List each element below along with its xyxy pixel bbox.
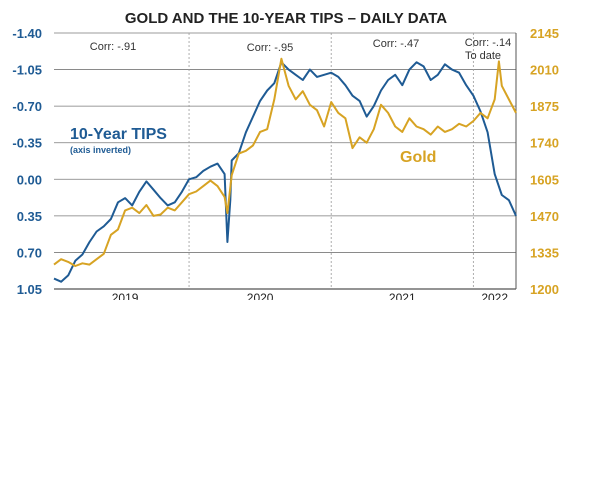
series-lines (53, 57, 517, 283)
series-labels: 10-Year TIPS (axis inverted) Gold (70, 126, 436, 166)
left-tick-label: 0.35 (17, 209, 42, 224)
left-tick-label: 0.70 (17, 245, 42, 260)
right-tick-label: 1875 (530, 99, 559, 114)
right-tick-label: 1740 (530, 136, 559, 151)
x-tick-label: 2020 (247, 291, 274, 300)
correlation-annotation: To date (465, 50, 501, 62)
x-tick-label: 2022 (481, 291, 508, 300)
x-tick-label: 2021 (389, 291, 416, 300)
left-axis: -1.40 -1.05 -0.70 -0.35 0.00 0.35 0.70 1.05 (12, 26, 42, 297)
tips-series-sublabel: (axis inverted) (70, 145, 131, 155)
chart-svg: GOLD AND THE 10-YEAR TIPS – DAILY DATA -… (12, 10, 559, 305)
left-tick-label: -1.05 (12, 63, 42, 78)
correlation-annotation: Corr: -.95 (247, 42, 293, 54)
left-tick-label: -1.40 (12, 26, 42, 41)
correlation-annotation: Corr: -.14 (465, 37, 511, 49)
right-tick-label: 2145 (530, 26, 559, 41)
right-tick-label: 1335 (530, 245, 559, 260)
gold-series-line (53, 57, 517, 267)
tips-series-label: 10-Year TIPS (70, 126, 167, 143)
correlation-annotation: Corr: -.47 (373, 38, 419, 50)
tips-series-line (53, 61, 517, 283)
right-axis: 2145 2010 1875 1740 1605 1470 1335 1200 (530, 26, 559, 297)
year-dividers (188, 33, 474, 289)
right-tick-label: 1605 (530, 172, 559, 187)
left-tick-label: -0.70 (12, 99, 42, 114)
x-tick-label: 2019 (112, 291, 139, 300)
chart: GOLD AND THE 10-YEAR TIPS – DAILY DATA -… (12, 10, 559, 305)
right-tick-label: 2010 (530, 63, 559, 78)
correlation-annotations: Corr: -.91 Corr: -.95 Corr: -.47 Corr: -.14… (90, 37, 511, 62)
left-tick-label: 0.00 (17, 172, 42, 187)
correlation-annotation: Corr: -.91 (90, 41, 136, 53)
left-tick-label: 1.05 (17, 282, 42, 297)
gold-series-label: Gold (400, 149, 436, 166)
chart-title: GOLD AND THE 10-YEAR TIPS – DAILY DATA (125, 10, 447, 27)
right-tick-label: 1470 (530, 209, 559, 224)
x-axis: 2019 2020 2021 2022 (112, 291, 509, 305)
right-tick-label: 1200 (530, 282, 559, 297)
gridlines (54, 32, 517, 290)
left-tick-label: -0.35 (12, 136, 42, 151)
